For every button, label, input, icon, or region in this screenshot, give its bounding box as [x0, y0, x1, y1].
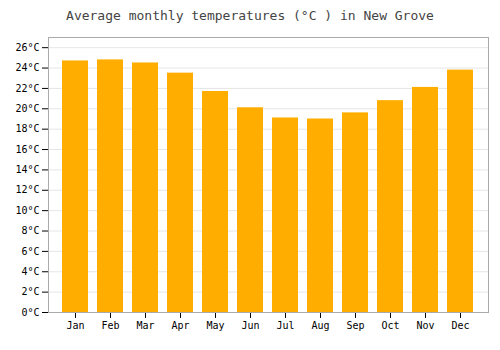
svg-text:May: May: [206, 320, 224, 331]
svg-text:20°C: 20°C: [15, 103, 39, 114]
svg-text:Aug: Aug: [311, 320, 329, 331]
svg-text:18°C: 18°C: [15, 123, 39, 134]
svg-text:24°C: 24°C: [15, 62, 39, 73]
svg-text:Nov: Nov: [416, 320, 434, 331]
svg-text:8°C: 8°C: [21, 225, 39, 236]
svg-text:6°C: 6°C: [21, 246, 39, 257]
svg-text:Mar: Mar: [136, 320, 154, 331]
svg-text:16°C: 16°C: [15, 144, 39, 155]
svg-text:Jun: Jun: [241, 320, 259, 331]
svg-text:Apr: Apr: [171, 320, 189, 331]
svg-text:22°C: 22°C: [15, 83, 39, 94]
svg-text:Feb: Feb: [101, 320, 119, 331]
svg-text:2°C: 2°C: [21, 286, 39, 297]
svg-text:10°C: 10°C: [15, 205, 39, 216]
svg-text:Oct: Oct: [381, 320, 399, 331]
svg-text:14°C: 14°C: [15, 164, 39, 175]
svg-text:Jan: Jan: [66, 320, 84, 331]
svg-text:0°C: 0°C: [21, 307, 39, 318]
svg-text:4°C: 4°C: [21, 266, 39, 277]
svg-text:Sep: Sep: [346, 320, 364, 331]
svg-text:26°C: 26°C: [15, 42, 39, 53]
svg-text:Dec: Dec: [451, 320, 469, 331]
html-text:Average monthly temperatures (: Average monthly temperatures (°C ) in Ne…: [66, 8, 434, 23]
svg-text:Jul: Jul: [276, 320, 294, 331]
svg-text:12°C: 12°C: [15, 184, 39, 195]
